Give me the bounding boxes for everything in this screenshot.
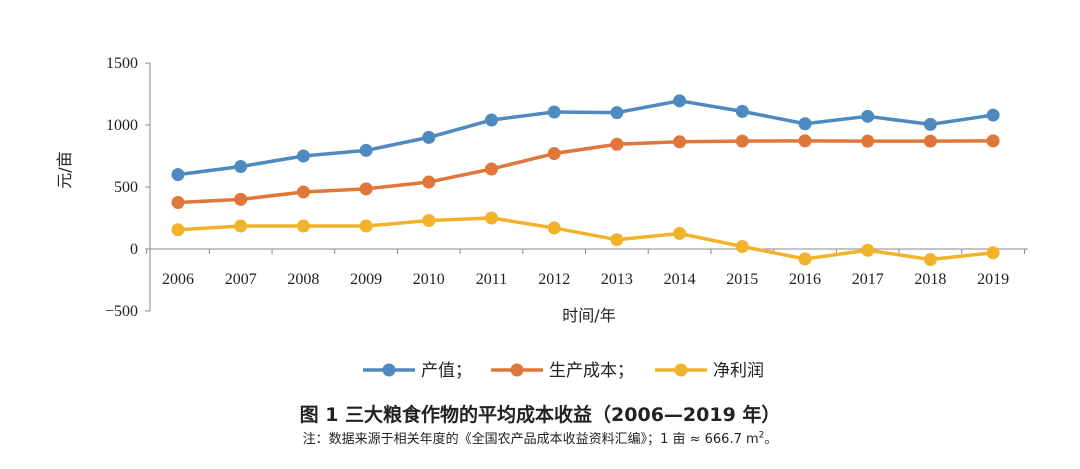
- data-point: [234, 160, 248, 174]
- data-point: [798, 134, 812, 148]
- data-point: [673, 227, 687, 240]
- data-point: [296, 219, 310, 233]
- x-axis-title: 时间/年: [562, 306, 615, 325]
- data-point: [610, 106, 624, 120]
- legend-label: 净利润: [713, 361, 764, 381]
- data-point: [673, 94, 687, 108]
- data-point: [485, 162, 498, 176]
- data-point: [798, 252, 812, 266]
- x-tick-label: 2018: [914, 271, 946, 288]
- figure-title: 图 1 三大粮食作物的平均成本收益（2006—2019 年）: [299, 404, 781, 426]
- y-tick-label: −500: [105, 303, 138, 320]
- figure-note-end: 。: [764, 432, 778, 447]
- data-point: [986, 134, 1000, 148]
- data-point: [610, 233, 624, 247]
- data-point: [547, 221, 561, 235]
- series-3: [171, 211, 1000, 267]
- x-tick-label: 2016: [789, 271, 821, 288]
- data-point: [171, 196, 185, 209]
- y-tick-label: 1500: [106, 55, 138, 72]
- data-point: [422, 175, 436, 189]
- data-point: [234, 219, 248, 233]
- figure-note: 注：数据来源于相关年度的《全国农产品成本收益资料汇编》；1 亩 ≈ 666.7 …: [0, 428, 1080, 447]
- y-tick-label: 1000: [106, 117, 138, 134]
- data-point: [359, 143, 373, 157]
- y-tick-label: 0: [130, 241, 138, 258]
- data-point: [861, 109, 875, 123]
- x-tick-label: 2010: [413, 271, 445, 288]
- x-tick-label: 2008: [287, 271, 319, 288]
- line-chart: 1500 1000 500 0 −500 2006 2007 2008 2009 2010 2011…: [55, 55, 1028, 381]
- data-point: [422, 213, 436, 227]
- y-tick-label: 500: [114, 179, 138, 196]
- data-point: [359, 182, 373, 196]
- data-point: [798, 117, 812, 131]
- data-point: [610, 137, 624, 151]
- data-point: [923, 117, 937, 131]
- data-point: [735, 104, 749, 118]
- data-point: [986, 246, 1000, 260]
- data-point: [296, 185, 310, 199]
- x-tick-label: 2012: [538, 271, 570, 288]
- data-point: [485, 113, 498, 127]
- x-tick-label: 2015: [726, 271, 758, 288]
- x-tick-label: 2014: [664, 271, 696, 288]
- data-point: [422, 130, 436, 144]
- x-tick-label: 2019: [977, 271, 1009, 288]
- x-tick-label: 2009: [350, 271, 382, 288]
- legend-marker: [510, 363, 524, 377]
- x-tick-label: 2006: [162, 271, 194, 288]
- chart-legend: 产值； 生产成本； 净利润: [363, 361, 764, 381]
- data-point: [861, 134, 875, 148]
- figure-note-superscript: 2: [758, 430, 765, 441]
- x-tick-label: 2007: [225, 271, 257, 288]
- x-tick-label: 2013: [601, 271, 633, 288]
- x-tick-label: 2011: [476, 271, 507, 288]
- data-point: [359, 219, 373, 233]
- legend-label: 产值；: [421, 361, 472, 381]
- x-tick-label: 2017: [852, 271, 884, 288]
- data-point: [234, 192, 248, 206]
- data-point: [673, 135, 687, 149]
- data-point: [735, 134, 749, 148]
- data-point: [923, 134, 937, 148]
- series-1: [171, 94, 1000, 182]
- chart-axes: 1500 1000 500 0 −500 2006 2007 2008 2009 2010 2011…: [55, 55, 1028, 325]
- data-point: [735, 240, 749, 254]
- legend-label: 生产成本；: [549, 361, 634, 381]
- legend-marker: [382, 363, 396, 377]
- data-point: [986, 108, 1000, 122]
- figure-note-text: 注：数据来源于相关年度的《全国农产品成本收益资料汇编》；1 亩 ≈ 666.7 …: [302, 432, 759, 447]
- series-line: [177, 139, 994, 205]
- data-point: [547, 147, 561, 161]
- y-axis-title: 元/亩: [55, 151, 74, 188]
- legend-marker: [674, 363, 688, 377]
- series-line: [177, 216, 994, 262]
- series-line: [177, 99, 994, 177]
- data-point: [923, 253, 937, 267]
- data-point: [296, 149, 310, 163]
- data-point: [171, 168, 185, 182]
- data-point: [547, 105, 561, 119]
- data-point: [171, 223, 185, 237]
- series-2: [171, 134, 1000, 209]
- series-layer: [171, 94, 1000, 267]
- data-point: [485, 211, 498, 225]
- data-point: [861, 243, 875, 257]
